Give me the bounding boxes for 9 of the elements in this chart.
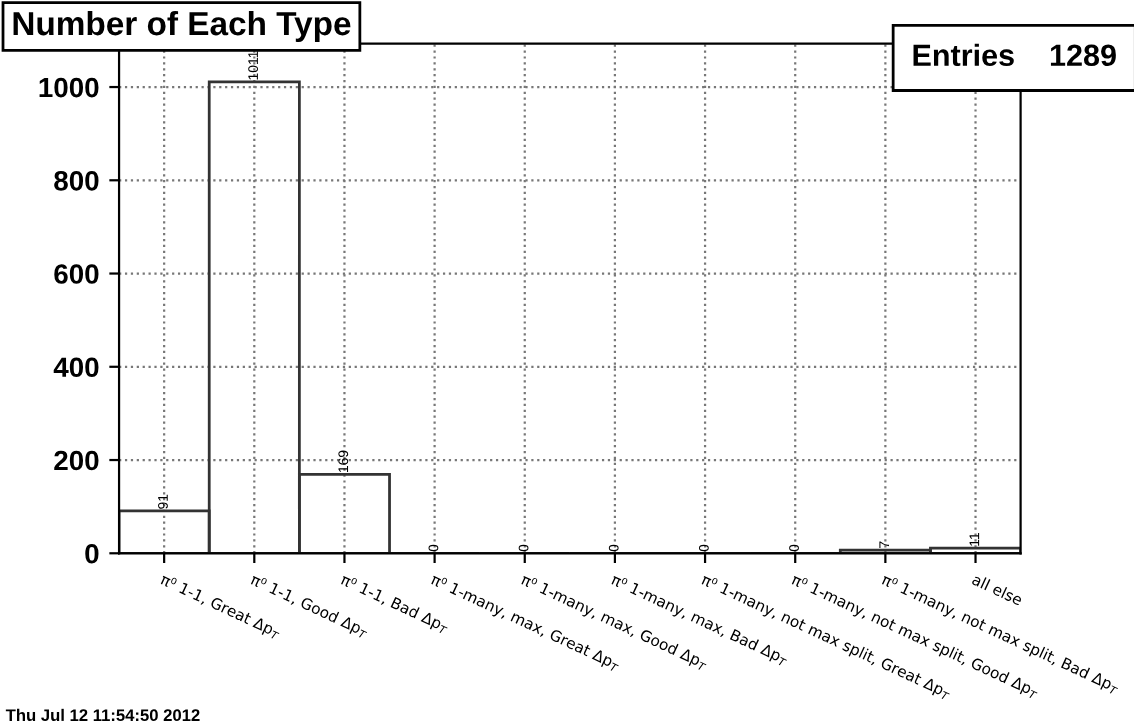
y-tick-label: 800 (54, 170, 99, 191)
annotation: Entries 1289 (913, 43, 1116, 67)
y-tick-label: 400 (53, 357, 99, 378)
chart-title: Number of Each Type (13, 10, 351, 42)
y-tick-label: 600 (54, 264, 99, 284)
y-tick-label: 1000 (39, 77, 99, 98)
y-tick-label: 0 (85, 543, 99, 564)
y-tick-label: 200 (54, 450, 99, 471)
text: Thu Jul 12 11:54:50 2012 (5, 708, 200, 722)
